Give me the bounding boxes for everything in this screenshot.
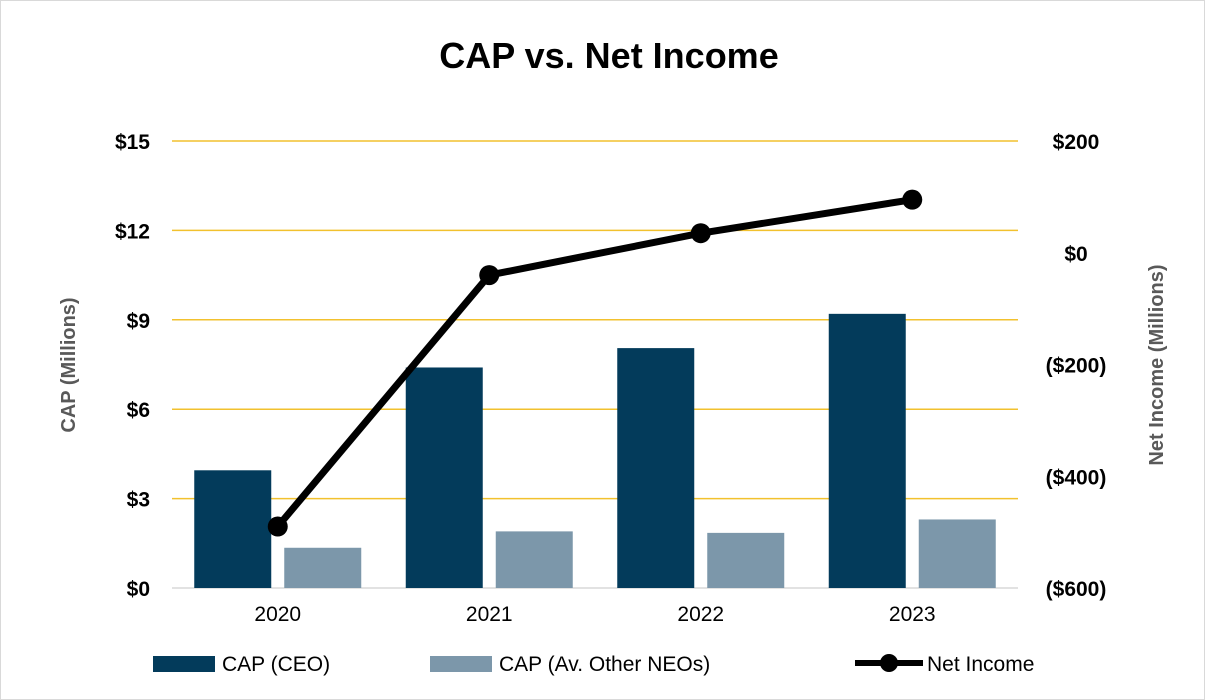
left-tick-label: $12 xyxy=(115,220,150,243)
legend-label-cap-ceo: CAP (CEO) xyxy=(222,653,330,676)
left-tick-label: $6 xyxy=(127,399,150,422)
net-income-point-2020 xyxy=(267,516,288,537)
bar-cap-ceo-2022 xyxy=(617,348,695,588)
net-income-point-2023 xyxy=(902,189,923,210)
legend-marker-net-income xyxy=(880,654,898,672)
x-axis-ticks: 2020 2021 2022 2023 xyxy=(254,603,935,626)
left-tick-label: $0 xyxy=(127,578,150,601)
legend-label-net-income: Net Income xyxy=(927,653,1034,676)
right-axis-ticks: ($600) ($400) ($200) $0 $200 xyxy=(1046,131,1107,601)
net-income-point-2022 xyxy=(690,223,711,244)
bar-cap-av-other-neos-2023 xyxy=(918,519,996,588)
right-tick-label: ($400) xyxy=(1046,466,1107,489)
bar-cap-ceo-2021 xyxy=(405,367,483,588)
right-tick-label: $200 xyxy=(1053,131,1100,154)
legend-label-cap-neos: CAP (Av. Other NEOs) xyxy=(499,653,710,676)
legend-swatch-cap-ceo xyxy=(153,656,215,672)
x-tick-label: 2022 xyxy=(677,603,724,626)
bar-cap-ceo-2023 xyxy=(828,313,906,588)
right-axis-label: Net Income (Millions) xyxy=(1146,264,1168,465)
right-tick-label: ($600) xyxy=(1046,578,1107,601)
bar-cap-av-other-neos-2020 xyxy=(284,547,362,588)
left-axis-label: CAP (Millions) xyxy=(58,297,80,432)
right-tick-label: ($200) xyxy=(1046,355,1107,378)
left-tick-label: $9 xyxy=(127,310,150,333)
chart-title: CAP vs. Net Income xyxy=(439,35,778,76)
bar-cap-av-other-neos-2021 xyxy=(495,531,573,588)
bar-cap-ceo-2020 xyxy=(194,470,272,588)
legend: CAP (CEO) CAP (Av. Other NEOs) Net Incom… xyxy=(153,653,1034,676)
legend-swatch-cap-neos xyxy=(430,656,492,672)
x-tick-label: 2023 xyxy=(889,603,936,626)
x-tick-label: 2020 xyxy=(254,603,301,626)
bars xyxy=(194,313,996,588)
net-income-line xyxy=(267,189,923,537)
net-income-point-2021 xyxy=(479,265,500,286)
x-tick-label: 2021 xyxy=(466,603,513,626)
net-income-polyline xyxy=(275,196,913,529)
left-tick-label: $15 xyxy=(115,131,150,154)
left-tick-label: $3 xyxy=(127,489,150,512)
left-axis-ticks: $0 $3 $6 $9 $12 $15 xyxy=(115,131,150,601)
bar-cap-av-other-neos-2022 xyxy=(707,532,785,588)
right-tick-label: $0 xyxy=(1064,243,1087,266)
